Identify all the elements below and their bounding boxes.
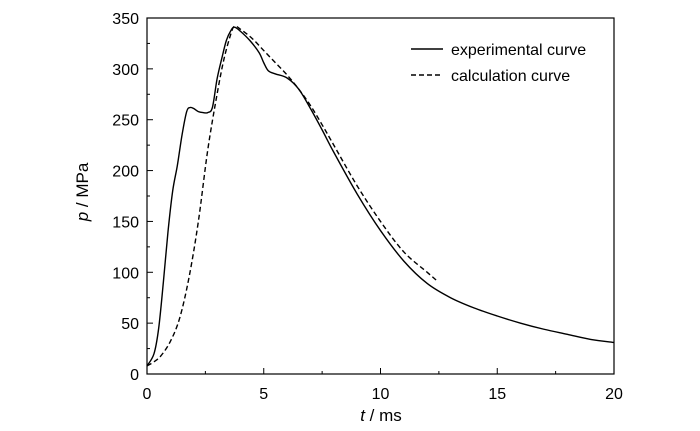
experimental-curve-line <box>146 26 615 367</box>
y-tick-label: 350 <box>112 11 139 28</box>
series-layer <box>146 25 615 367</box>
legend-label: calculation curve <box>451 68 570 85</box>
x-tick-label: 10 <box>372 386 390 403</box>
y-tick-label: 150 <box>112 214 139 231</box>
y-tick-label: 0 <box>130 367 139 384</box>
x-axis-symbol: t <box>360 406 366 425</box>
x-tick-label: 20 <box>605 386 623 403</box>
x-axis-label: t / ms <box>360 406 402 425</box>
y-axis-ticks: 0 50 100 150 200 250 300 350 <box>112 11 153 384</box>
y-tick-label: 300 <box>112 62 139 79</box>
y-axis-label: p / MPa <box>73 162 92 222</box>
y-axis-unit: / MPa <box>73 162 92 212</box>
x-axis-ticks: 0 5 10 15 20 <box>143 368 623 403</box>
y-tick-label: 100 <box>112 265 139 282</box>
y-tick-label: 50 <box>121 316 139 333</box>
x-tick-label: 15 <box>488 386 506 403</box>
x-tick-label: 0 <box>143 386 152 403</box>
calculation-curve-line <box>146 25 437 367</box>
x-tick-label: 5 <box>259 386 268 403</box>
legend-label: experimental curve <box>451 42 586 59</box>
legend: experimental curve calculation curve <box>411 42 586 85</box>
y-tick-label: 200 <box>112 164 139 181</box>
y-axis-symbol: p <box>73 212 92 222</box>
x-axis-unit: / ms <box>365 406 402 425</box>
y-tick-label: 250 <box>112 113 139 130</box>
